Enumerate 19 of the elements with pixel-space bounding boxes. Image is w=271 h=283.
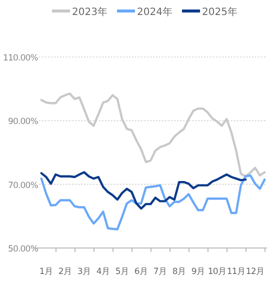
x-tick-label: 7月 <box>153 267 167 277</box>
x-tick-label: 10月 <box>208 267 226 277</box>
y-tick-label: 90.00% <box>8 117 38 128</box>
x-tick-label: 4月 <box>96 267 110 277</box>
x-tick-label: 6月 <box>134 267 148 277</box>
x-tick-label: 11月 <box>226 267 246 277</box>
x-tick-label: 3月 <box>77 267 91 277</box>
x-tick-label: 2月 <box>58 267 72 277</box>
y-tick-label: 110.00% <box>2 54 38 64</box>
legend-label: 2023年 <box>72 6 108 18</box>
x-tick-label: 12月 <box>246 267 264 277</box>
y-tick-label: 50.00% <box>8 244 38 254</box>
x-tick-label: 1月 <box>39 267 53 277</box>
legend-label: 2024年 <box>137 6 172 18</box>
x-tick-label: 5月 <box>115 267 129 277</box>
x-tick-label: 8月 <box>172 267 186 277</box>
legend-label: 2025年 <box>202 6 238 18</box>
y-tick-label: 70.00% <box>8 180 38 191</box>
x-tick-label: 9月 <box>191 267 205 277</box>
